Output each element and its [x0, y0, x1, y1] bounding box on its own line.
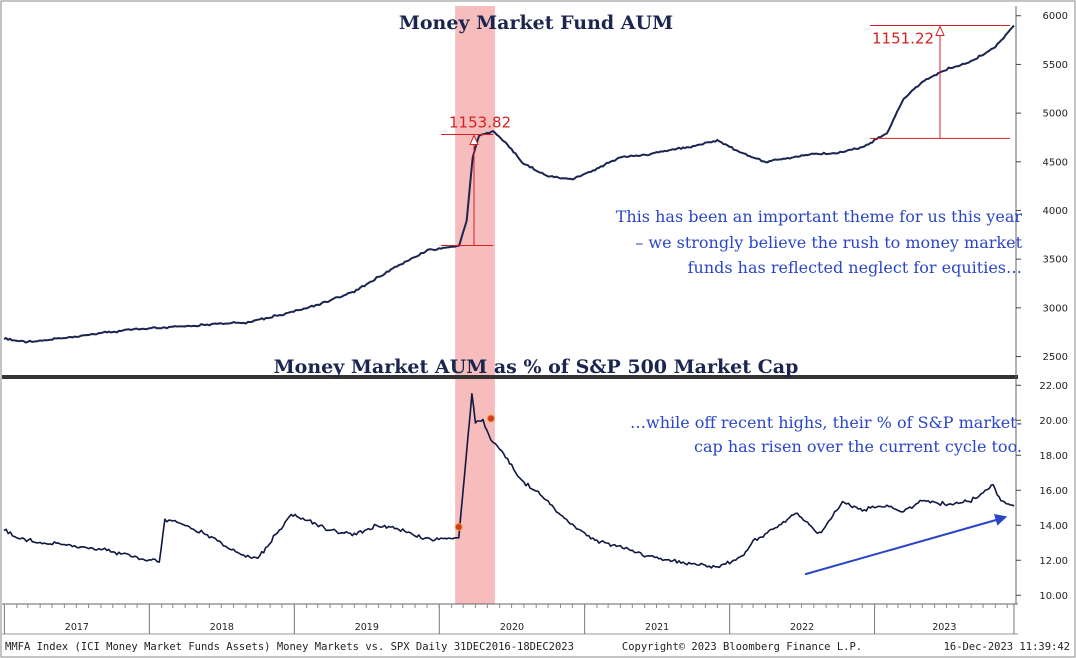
- y-tick-label-1-6: 22.00: [1039, 381, 1068, 392]
- y-tick-label-0-2: 3500: [1043, 255, 1068, 266]
- top-note-line-3: funds has reflected neglect for equities…: [688, 258, 1022, 277]
- series-line-0-0: [3, 24, 1015, 344]
- y-tick-label-0-1: 3000: [1043, 303, 1068, 314]
- bottom-chart-title: Money Market AUM as % of S&P 500 Market …: [274, 356, 799, 378]
- trend-arrow-line: [804, 517, 1002, 576]
- x-tick-label-2020: 2020: [500, 622, 524, 633]
- y-tick-label-0-6: 5500: [1043, 60, 1068, 71]
- y-tick-label-0-0: 2500: [1043, 352, 1068, 363]
- series-line-1-0: [3, 393, 1015, 569]
- y-tick-label-0-3: 4000: [1043, 206, 1068, 217]
- x-tick-label-2022: 2022: [790, 622, 814, 633]
- top-chart-title: Money Market Fund AUM: [399, 12, 673, 34]
- y-tick-label-1-0: 10.00: [1039, 591, 1068, 602]
- x-tick-label-2021: 2021: [645, 622, 669, 633]
- bottom-note-line-2: cap has risen over the current cycle too…: [694, 437, 1022, 456]
- bottom-note-line-1: …while off recent highs, their % of S&P …: [630, 413, 1022, 432]
- y-tick-label-1-3: 16.00: [1039, 486, 1068, 497]
- footer-source: MMFA Index (ICI Money Market Funds Asset…: [5, 641, 574, 653]
- y-tick-label-1-4: 18.00: [1039, 451, 1068, 462]
- y-tick-label-1-1: 12.00: [1039, 556, 1068, 567]
- x-tick-label-2017: 2017: [65, 622, 89, 633]
- footer-copyright: Copyright© 2023 Bloomberg Finance L.P.: [622, 641, 862, 653]
- y-tick-label-0-4: 4500: [1043, 157, 1068, 168]
- x-tick-label-2019: 2019: [355, 622, 379, 633]
- y-tick-label-1-2: 14.00: [1039, 521, 1068, 532]
- y-tick-label-0-7: 6000: [1043, 11, 1068, 22]
- annotation-label-1: 1151.22: [872, 29, 934, 47]
- trend-arrowhead: [994, 514, 1008, 526]
- annotation-arrowhead-1: [935, 25, 945, 36]
- y-tick-label-1-5: 20.00: [1039, 416, 1068, 427]
- annotation-arrowhead-0: [469, 134, 479, 146]
- y-tick-label-0-5: 5000: [1043, 109, 1068, 120]
- x-tick-label-2023: 2023: [932, 622, 956, 633]
- panel-divider: [2, 375, 1018, 379]
- footer-timestamp: 16-Dec-2023 11:39:42: [944, 641, 1070, 653]
- series-marker-0: [454, 523, 463, 531]
- annotation-label-0: 1153.82: [449, 114, 511, 132]
- top-note-line-1: This has been an important theme for us …: [616, 207, 1023, 226]
- top-note-line-2: – we strongly believe the rush to money …: [635, 233, 1022, 252]
- x-tick-label-2018: 2018: [210, 622, 234, 633]
- series-marker-1: [486, 414, 495, 423]
